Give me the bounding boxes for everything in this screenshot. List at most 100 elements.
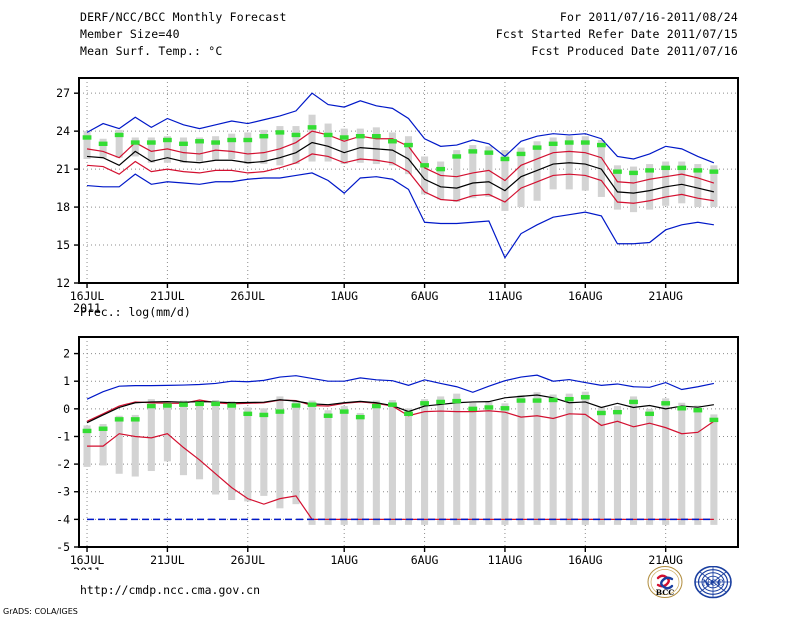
median-marker: [548, 141, 558, 147]
spread-bar: [437, 396, 445, 525]
spread-bar: [694, 164, 702, 208]
x-tick-label: 11AUG: [488, 553, 523, 567]
y-tick-label: -3: [56, 485, 70, 499]
spread-bar: [597, 407, 605, 525]
median-marker: [661, 401, 671, 406]
spread-bar: [308, 400, 316, 525]
spread-bar: [244, 132, 252, 165]
median-marker: [243, 137, 253, 143]
median-marker: [436, 166, 446, 172]
spread-bar: [147, 399, 155, 472]
median-marker: [548, 397, 558, 403]
spread-bar: [163, 401, 171, 462]
median-marker: [163, 137, 172, 143]
spread-bar: [597, 140, 605, 197]
spread-bar: [388, 400, 396, 525]
grads-credit: GrADS: COLA/IGES: [3, 607, 78, 616]
x-tick-label: 16JUL: [70, 289, 105, 303]
y-tick-label: 0: [63, 402, 70, 416]
median-marker: [195, 139, 204, 144]
plot-frame: [78, 77, 739, 284]
median-marker: [339, 409, 349, 414]
x-tick-label: 16AUG: [568, 289, 603, 303]
spread-bar: [469, 145, 477, 199]
median-marker: [82, 135, 92, 140]
y-tick-label: -5: [56, 540, 70, 554]
median-marker: [227, 137, 237, 143]
median-marker: [146, 140, 156, 145]
spread-bar: [147, 137, 155, 163]
svg-text:BCC: BCC: [656, 588, 674, 597]
spread-bar: [244, 407, 252, 502]
x-tick-label: 21JUL: [150, 553, 185, 567]
spread-bar: [404, 136, 413, 175]
x-tick-label: 21AUG: [648, 553, 683, 567]
y-tick-label: 15: [56, 238, 70, 252]
spread-bar: [340, 406, 348, 525]
spread-bar: [517, 395, 525, 525]
spread-bar: [163, 136, 171, 163]
median-marker: [114, 132, 124, 138]
spread-bar: [115, 415, 123, 474]
median-marker: [404, 142, 413, 148]
median-marker: [307, 402, 317, 407]
median-marker: [452, 398, 462, 404]
median-marker: [323, 132, 333, 138]
spread-bar: [308, 114, 316, 162]
median-marker: [243, 411, 253, 417]
website-url[interactable]: http://cmdp.ncc.cma.gov.cn: [80, 583, 261, 597]
median-marker: [677, 406, 687, 411]
spread-bar: [662, 161, 670, 206]
spread-bar: [260, 129, 268, 165]
median-marker: [291, 132, 301, 138]
spread-bar: [469, 402, 477, 525]
spread-bar: [340, 128, 348, 165]
spread-bar: [83, 425, 91, 467]
spread-bar: [292, 400, 300, 505]
spread-bar: [710, 165, 718, 208]
median-marker: [500, 406, 510, 411]
median-marker: [211, 401, 221, 407]
median-marker: [564, 396, 574, 402]
median-marker: [693, 168, 703, 173]
spread-bar: [662, 398, 670, 525]
median-marker: [629, 399, 638, 405]
x-tick-label: 6AUG: [411, 553, 439, 567]
temperature-chart: 12 15 18 21 24 27 16JUL 21JUL 26JUL 1AUG 6AUG 11AUG…: [56, 77, 739, 315]
y-tick-label: 12: [56, 276, 70, 290]
x-tick-label: 1AUG: [330, 289, 358, 303]
spread-bar: [324, 410, 332, 525]
median-marker: [227, 403, 237, 408]
median-marker: [709, 169, 719, 174]
median-marker: [275, 130, 285, 135]
median-marker: [259, 134, 269, 139]
spread-bar: [212, 400, 220, 495]
y-tick-label: 27: [56, 86, 70, 100]
spread-bar: [356, 412, 364, 525]
spread-bar: [196, 400, 204, 480]
series-line-q25: [86, 153, 714, 204]
median-marker: [484, 150, 494, 155]
median-marker: [323, 413, 333, 418]
y-tick-label: 1: [63, 374, 70, 388]
spread-bar: [453, 150, 461, 203]
spread-bar: [581, 136, 589, 191]
forecast-period-label: For 2011/07/16-2011/08/24: [559, 10, 738, 24]
ncc-logo-icon: NCC: [694, 566, 732, 599]
median-marker: [179, 402, 188, 407]
spread-bar: [83, 131, 91, 159]
median-marker: [275, 409, 285, 414]
median-marker: [371, 134, 381, 139]
median-marker: [645, 411, 654, 417]
median-marker: [500, 156, 510, 162]
spread-bar: [228, 401, 236, 501]
precipitation-chart: 2 1 0 -1 -2 -3 -4 -5 16JUL 21JUL 26JUL 1AUG 6AUG 11AU…: [0, 320, 800, 570]
median-marker: [436, 399, 446, 405]
median-marker: [130, 417, 140, 422]
median-marker: [388, 139, 397, 144]
median-marker: [661, 165, 671, 171]
x-tick-label: 16AUG: [568, 553, 603, 567]
spread-bar: [292, 126, 300, 165]
title-forecast: DERF/NCC/BCC Monthly Forecast: [80, 10, 287, 24]
series-line-mean: [86, 394, 714, 424]
